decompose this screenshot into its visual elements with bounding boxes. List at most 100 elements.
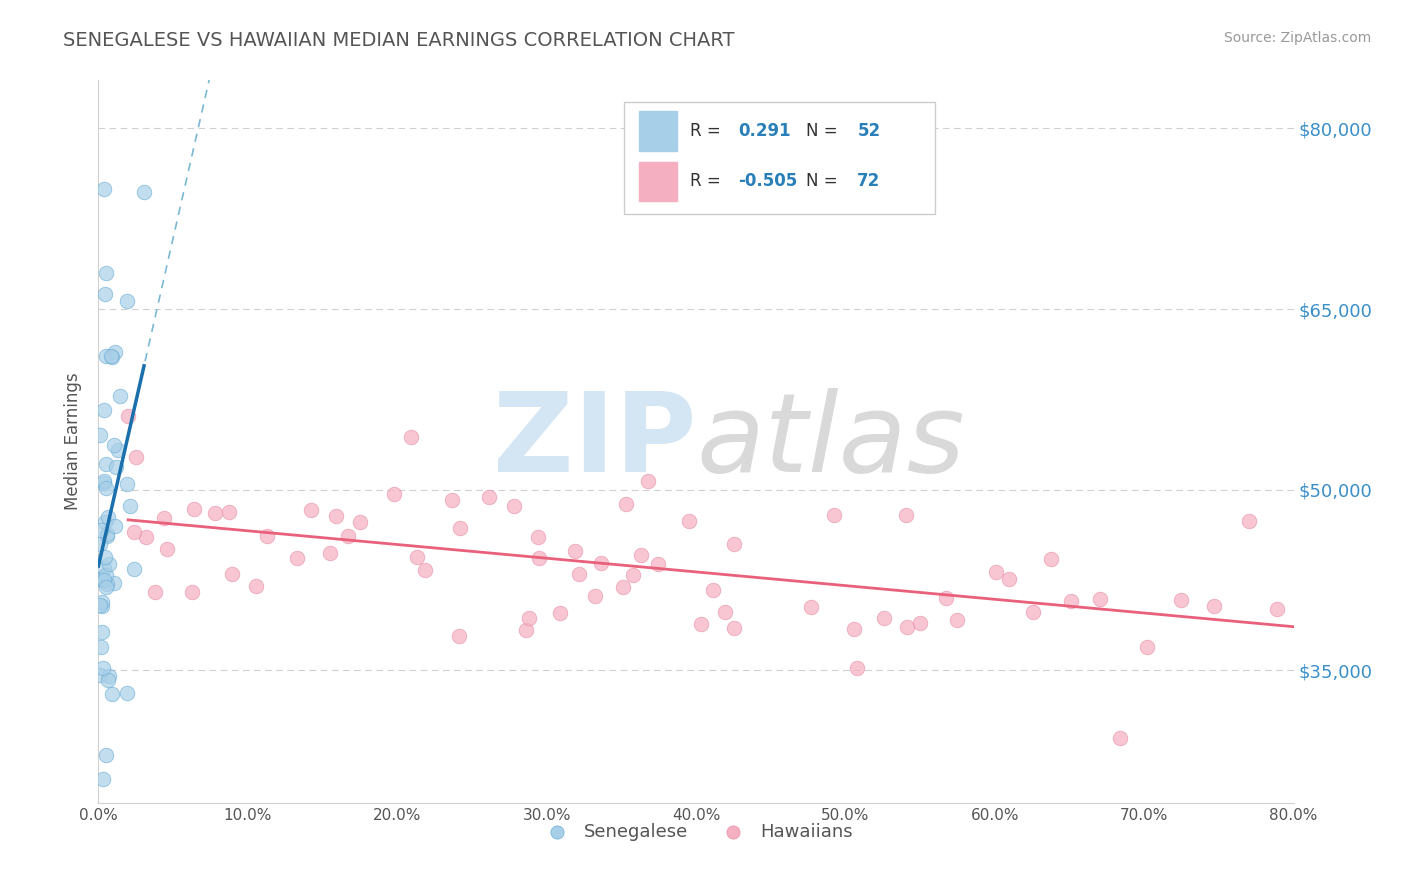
Point [90, 594, 112, 608]
Point [89, 428, 111, 442]
Point [800, 600, 823, 615]
Point [94, 350, 117, 364]
Point [93, 474, 115, 488]
Point [384, 487, 406, 501]
Point [1109, 731, 1132, 746]
Point [441, 492, 464, 507]
Point [1265, 602, 1288, 616]
Point [583, 589, 606, 603]
Point [612, 580, 634, 594]
Point [413, 563, 436, 577]
Point [156, 541, 179, 556]
Point [90, 573, 112, 587]
Point [90, 523, 112, 537]
Point [1060, 594, 1083, 608]
Point [1040, 552, 1063, 566]
Point [723, 621, 745, 635]
Point [823, 508, 845, 522]
Point [529, 550, 551, 565]
Point [515, 623, 537, 637]
Text: R =: R = [690, 172, 725, 190]
Point [846, 661, 869, 675]
Point [115, 686, 138, 700]
Point [245, 579, 267, 593]
Legend: Senegalese, Hawaiians: Senegalese, Hawaiians [531, 815, 860, 848]
FancyBboxPatch shape [638, 111, 676, 151]
Point [630, 548, 652, 562]
Point [93, 561, 115, 575]
Point [96, 577, 118, 591]
Text: ZIP: ZIP [492, 388, 696, 495]
Text: 52: 52 [858, 122, 880, 140]
Point [100, 350, 122, 364]
Point [908, 615, 931, 630]
Point [478, 490, 501, 504]
Point [564, 544, 586, 558]
Point [93, 574, 115, 588]
Point [93, 403, 115, 417]
Point [96, 458, 118, 472]
Point [1202, 599, 1225, 613]
Point [349, 515, 371, 529]
Point [713, 605, 735, 619]
Point [1237, 514, 1260, 528]
Text: N =: N = [806, 122, 842, 140]
Point [256, 529, 278, 543]
Point [89, 537, 111, 551]
Point [94, 549, 117, 564]
Point [93, 476, 115, 491]
Point [104, 345, 127, 359]
Text: 72: 72 [858, 172, 880, 190]
Point [97, 673, 120, 687]
Point [526, 530, 548, 544]
Y-axis label: Median Earnings: Median Earnings [65, 373, 83, 510]
Point [447, 629, 470, 643]
Point [89, 598, 111, 612]
Point [204, 507, 226, 521]
Point [94, 568, 117, 582]
Point [997, 572, 1019, 586]
Text: N =: N = [806, 172, 842, 190]
Point [218, 505, 240, 519]
Point [689, 617, 711, 632]
Point [96, 526, 118, 541]
Point [132, 185, 155, 199]
Point [678, 515, 700, 529]
Point [896, 508, 918, 522]
Point [94, 266, 117, 280]
Point [153, 511, 176, 525]
Text: Source: ZipAtlas.com: Source: ZipAtlas.com [1223, 31, 1371, 45]
Point [94, 287, 117, 301]
Point [115, 294, 138, 309]
Point [873, 610, 896, 624]
Point [591, 556, 613, 570]
Point [1170, 593, 1192, 607]
Point [108, 389, 131, 403]
Point [637, 474, 659, 488]
Point [935, 591, 957, 606]
Point [517, 610, 540, 624]
Point [96, 529, 118, 543]
Point [1090, 592, 1112, 607]
Point [125, 450, 148, 464]
Point [183, 502, 205, 516]
Point [647, 557, 669, 571]
Point [502, 499, 524, 513]
Point [124, 525, 146, 540]
Point [319, 546, 342, 560]
Point [122, 562, 145, 576]
Point [143, 584, 166, 599]
Point [90, 640, 112, 655]
Point [337, 529, 360, 543]
Point [621, 567, 644, 582]
Point [115, 477, 138, 491]
Point [723, 537, 745, 551]
Point [117, 409, 139, 424]
Point [896, 620, 918, 634]
Point [91, 599, 114, 613]
Point [401, 429, 423, 443]
Point [93, 181, 115, 195]
Text: R =: R = [690, 122, 725, 140]
Point [97, 557, 120, 571]
Point [94, 482, 117, 496]
